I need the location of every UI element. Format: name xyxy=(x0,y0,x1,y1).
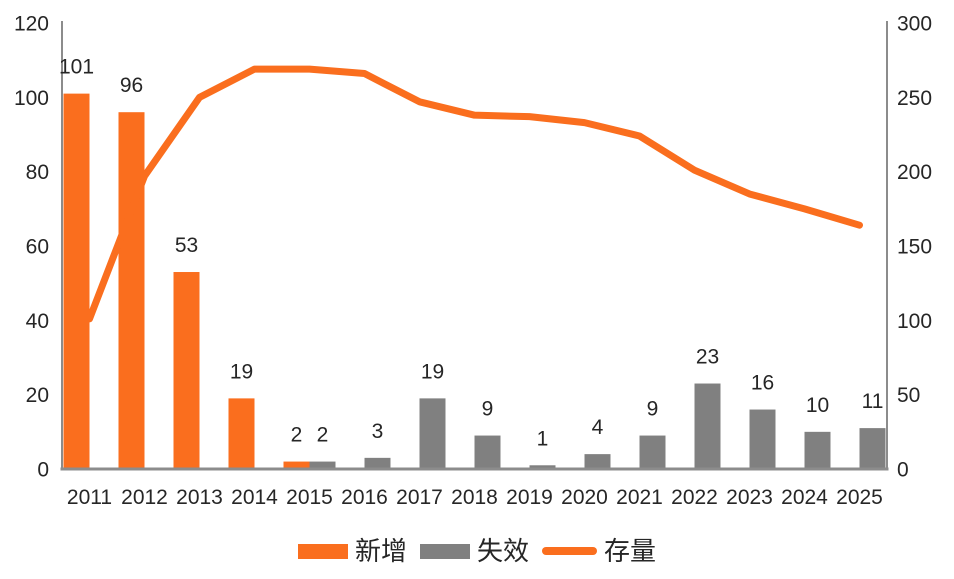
x-axis-label-2018: 2018 xyxy=(451,486,498,509)
bar-new-2015 xyxy=(283,461,310,468)
x-axis-label-2022: 2022 xyxy=(671,486,718,509)
combo-chart: 0 20 40 60 80 100 120 0 50 100 150 200 250 300 2011 201… xyxy=(14,13,932,510)
left-axis-tick-0: 0 xyxy=(37,459,49,482)
right-axis-tick-250: 250 xyxy=(897,87,932,110)
line-stock xyxy=(86,65,863,323)
bar-label-new-2013: 53 xyxy=(175,234,198,257)
right-axis-tick-150: 150 xyxy=(897,236,932,259)
legend-item-expired: 失效 xyxy=(419,536,529,566)
bar-expired-2017 xyxy=(419,398,446,468)
legend-item-new: 新增 xyxy=(297,536,407,566)
right-axis-tick-50: 50 xyxy=(897,384,920,407)
x-axis-label-2023: 2023 xyxy=(726,486,773,509)
x-axis-label-2020: 2020 xyxy=(561,486,608,509)
bar-expired-2021 xyxy=(639,435,666,468)
bar-new-2014 xyxy=(228,398,255,468)
x-axis-label-2014: 2014 xyxy=(231,486,278,509)
left-axis-tick-40: 40 xyxy=(26,310,49,333)
left-axis-tick-100: 100 xyxy=(14,87,49,110)
legend-label-new: 新增 xyxy=(354,536,407,566)
left-axis-tick-60: 60 xyxy=(26,236,49,259)
x-axis-label-2013: 2013 xyxy=(176,486,223,509)
bar-label-new-2011: 101 xyxy=(59,56,94,79)
bar-label-expired-2024: 10 xyxy=(806,394,829,417)
legend-item-stock: 存量 xyxy=(542,537,656,566)
x-axis-label-2016: 2016 xyxy=(341,486,388,509)
bar-label-expired-2018: 9 xyxy=(482,398,494,421)
bar-new-2011 xyxy=(63,93,90,468)
legend-label-stock: 存量 xyxy=(604,536,657,566)
x-axis-label-2012: 2012 xyxy=(121,486,168,509)
right-axis-tick-300: 300 xyxy=(897,13,932,36)
bar-label-expired-2022: 23 xyxy=(696,346,719,369)
x-axis-label-2024: 2024 xyxy=(781,486,828,509)
x-axis-label-2025: 2025 xyxy=(836,486,883,509)
bar-label-expired-2021: 9 xyxy=(647,398,659,421)
x-axis-label-2011: 2011 xyxy=(67,486,112,509)
bar-label-new-2014: 19 xyxy=(230,360,253,383)
legend-swatch-expired xyxy=(419,543,470,559)
bar-label-new-2012: 96 xyxy=(120,74,143,97)
bar-new-2013 xyxy=(173,272,200,468)
legend-swatch-stock xyxy=(542,547,597,556)
bar-expired-2023 xyxy=(749,409,776,468)
right-axis-tick-200: 200 xyxy=(897,161,932,184)
bar-label-expired-2025: 11 xyxy=(862,390,884,413)
right-axis-tick-100: 100 xyxy=(897,310,932,333)
left-axis-tick-120: 120 xyxy=(14,13,49,36)
legend: 新增 失效 存量 xyxy=(0,537,954,566)
bar-new-2012 xyxy=(118,112,145,468)
x-axis-label-2021: 2021 xyxy=(616,486,663,509)
bar-expired-2022 xyxy=(694,383,721,468)
x-axis-label-2015: 2015 xyxy=(286,486,333,509)
bar-label-expired-2023: 16 xyxy=(751,372,774,395)
bar-expired-2025 xyxy=(859,428,886,468)
bar-expired-2015 xyxy=(309,461,336,468)
bar-expired-2024 xyxy=(804,431,831,468)
left-axis-tick-80: 80 xyxy=(26,161,49,184)
bar-label-expired-2020: 4 xyxy=(592,416,604,439)
x-axis-label-2019: 2019 xyxy=(506,486,553,509)
legend-swatch-new xyxy=(297,543,348,559)
x-axis-label-2017: 2017 xyxy=(396,486,443,509)
right-axis-tick-0: 0 xyxy=(897,459,909,482)
bar-label-expired-2016: 3 xyxy=(372,420,384,443)
bar-label-expired-2019: 1 xyxy=(537,427,549,450)
bar-expired-2019 xyxy=(529,465,556,468)
bar-label-expired-2015: 2 xyxy=(317,424,329,447)
legend-label-expired: 失效 xyxy=(476,536,529,566)
left-axis-tick-20: 20 xyxy=(26,384,49,407)
bar-label-new-2015: 2 xyxy=(291,424,303,447)
bar-label-expired-2017: 19 xyxy=(421,360,444,383)
bar-expired-2016 xyxy=(364,457,391,468)
bar-expired-2018 xyxy=(474,435,501,468)
bar-expired-2020 xyxy=(584,454,611,468)
